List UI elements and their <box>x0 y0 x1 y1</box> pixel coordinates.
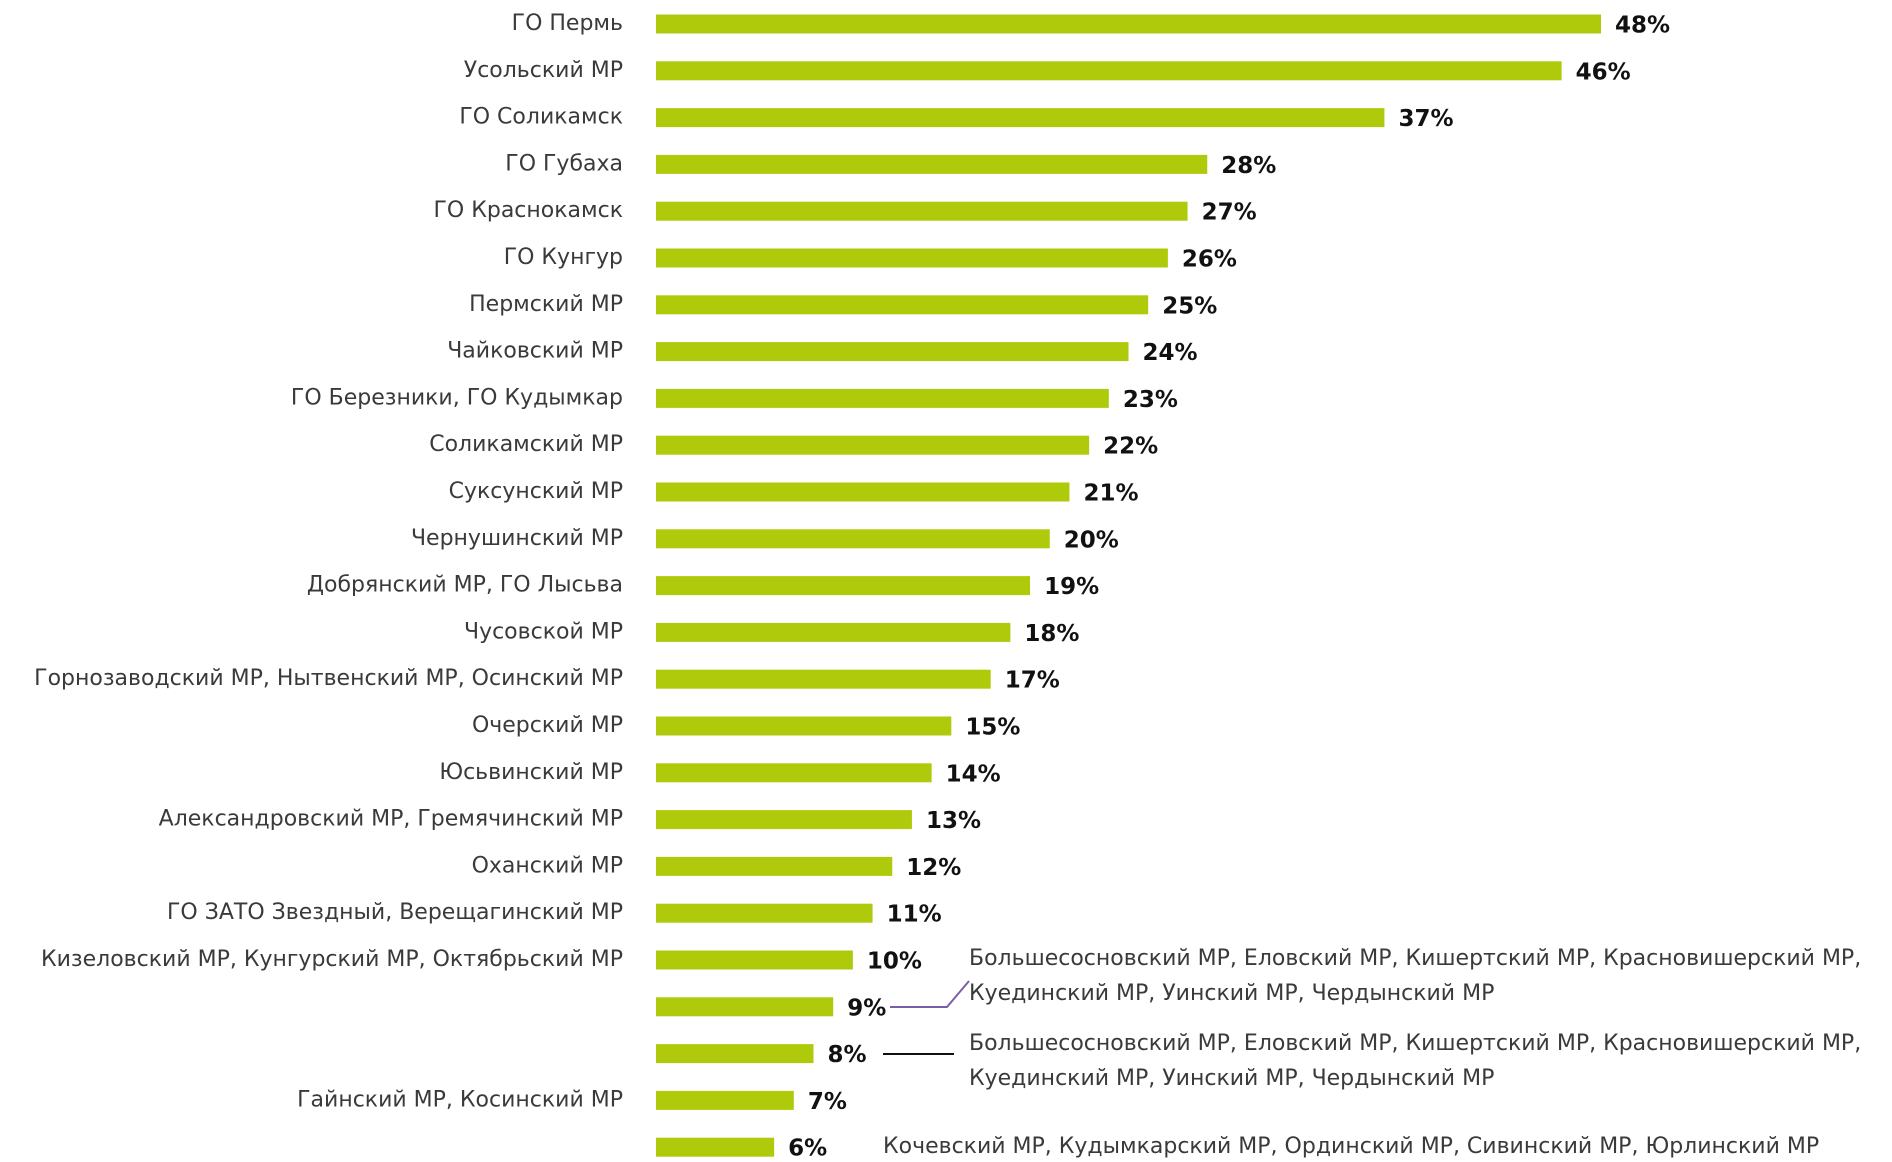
bar <box>656 950 853 970</box>
value-label: 21% <box>1083 481 1138 507</box>
annotation-text: Кочевский МР, Кудымкарский МР, Ординский… <box>883 1134 1819 1159</box>
bar <box>656 903 873 923</box>
value-label: 20% <box>1064 527 1119 553</box>
category-label: Суксунский МР <box>449 479 623 504</box>
category-label: Гайнский МР, Косинский МР <box>297 1087 623 1112</box>
value-label: 27% <box>1202 200 1257 226</box>
value-label: 8% <box>828 1042 867 1068</box>
bar <box>656 856 893 876</box>
category-label: Кизеловский МР, Кунгурский МР, Октябрьск… <box>41 947 623 972</box>
value-label: 9% <box>847 995 886 1021</box>
value-label: 23% <box>1123 387 1178 413</box>
value-label: 26% <box>1182 247 1237 273</box>
category-label: Юсьвинский МР <box>439 760 623 785</box>
category-label: ГО Пермь <box>512 11 623 36</box>
category-label: Усольский МР <box>464 58 623 83</box>
category-label: Чайковский МР <box>447 339 623 364</box>
bar <box>656 342 1129 362</box>
category-label: Добрянский МР, ГО Лысьва <box>307 573 623 598</box>
bar <box>656 61 1562 81</box>
category-label: ГО Краснокамск <box>434 198 623 223</box>
category-label: Оханский МР <box>472 853 623 878</box>
bar <box>656 1090 794 1110</box>
value-label: 18% <box>1024 621 1079 647</box>
value-label: 28% <box>1221 153 1276 179</box>
bar <box>656 108 1385 128</box>
value-label: 22% <box>1103 434 1158 460</box>
bar <box>656 154 1208 174</box>
value-label: 7% <box>808 1089 847 1115</box>
value-label: 19% <box>1044 574 1099 600</box>
annotation-text: Куединский МР, Уинский МР, Чердынский МР <box>969 1066 1494 1091</box>
value-label: 15% <box>965 715 1020 741</box>
value-label: 48% <box>1615 13 1670 39</box>
bar <box>656 435 1090 455</box>
bar <box>656 201 1188 221</box>
bar <box>656 248 1168 268</box>
annotation-connector <box>890 980 970 1008</box>
category-label: Пермский МР <box>469 292 623 317</box>
bar <box>656 14 1601 34</box>
value-label: 14% <box>946 761 1001 787</box>
category-label: ГО Березники, ГО Кудымкар <box>291 385 623 410</box>
value-label: 13% <box>926 808 981 834</box>
value-label: 25% <box>1162 293 1217 319</box>
bar <box>656 482 1070 502</box>
bar <box>656 529 1050 549</box>
bar <box>656 1137 775 1157</box>
bar <box>656 1044 814 1064</box>
category-label: Чусовской МР <box>464 619 623 644</box>
bar <box>656 763 932 783</box>
value-label: 11% <box>887 902 942 928</box>
value-label: 37% <box>1398 106 1453 132</box>
value-label: 12% <box>906 855 961 881</box>
category-label: Александровский МР, Гремячинский МР <box>159 807 623 832</box>
value-label: 46% <box>1576 59 1631 85</box>
value-label: 24% <box>1143 340 1198 366</box>
category-label: Соликамский МР <box>429 432 623 457</box>
bar <box>656 388 1109 408</box>
bar <box>656 622 1011 642</box>
category-label: ГО Кунгур <box>504 245 623 270</box>
category-label: ГО Соликамск <box>459 105 623 130</box>
value-label: 17% <box>1005 668 1060 694</box>
bar <box>656 810 912 830</box>
bar <box>656 669 991 689</box>
annotation-text: Большесосновский МР, Еловский МР, Кишерт… <box>969 946 1861 971</box>
bar <box>656 716 952 736</box>
annotation-text: Большесосновский МР, Еловский МР, Кишерт… <box>969 1031 1861 1056</box>
bar <box>656 997 834 1017</box>
bar <box>656 295 1149 315</box>
value-label: 6% <box>788 1136 827 1162</box>
category-label: Горнозаводский МР, Нытвенский МР, Осинск… <box>34 666 623 691</box>
bar <box>656 576 1031 596</box>
category-label: ГО Губаха <box>505 151 623 176</box>
annotation-text: Куединский МР, Уинский МР, Чердынский МР <box>969 981 1494 1006</box>
category-label: Чернушинский МР <box>411 526 623 551</box>
value-label: 10% <box>867 949 922 975</box>
category-label: Очерский МР <box>472 713 623 738</box>
category-label: ГО ЗАТО Звездный, Верещагинский МР <box>167 900 623 925</box>
